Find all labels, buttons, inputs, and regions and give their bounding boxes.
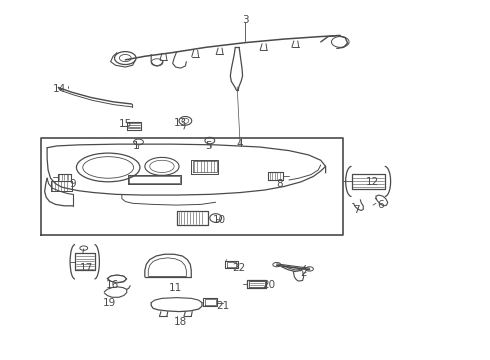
Text: 9: 9 [70, 179, 76, 189]
Text: 3: 3 [242, 15, 248, 26]
Text: 12: 12 [366, 177, 379, 187]
Text: 13: 13 [174, 118, 187, 128]
Text: 16: 16 [105, 280, 119, 290]
Text: 22: 22 [233, 263, 246, 273]
Text: 7: 7 [353, 206, 360, 216]
Text: 10: 10 [213, 215, 226, 225]
Text: 1: 1 [133, 141, 140, 151]
Text: 6: 6 [377, 200, 384, 210]
Text: 8: 8 [276, 179, 283, 189]
Text: 21: 21 [217, 301, 230, 311]
Text: 5: 5 [205, 141, 212, 151]
Text: 4: 4 [237, 139, 244, 149]
Text: 18: 18 [174, 317, 187, 327]
Text: 19: 19 [102, 298, 116, 308]
Text: 17: 17 [79, 263, 93, 273]
Text: 15: 15 [119, 120, 132, 129]
Text: 14: 14 [53, 84, 66, 94]
Text: 2: 2 [300, 268, 307, 278]
Text: 20: 20 [262, 280, 275, 290]
Text: 11: 11 [169, 283, 182, 293]
